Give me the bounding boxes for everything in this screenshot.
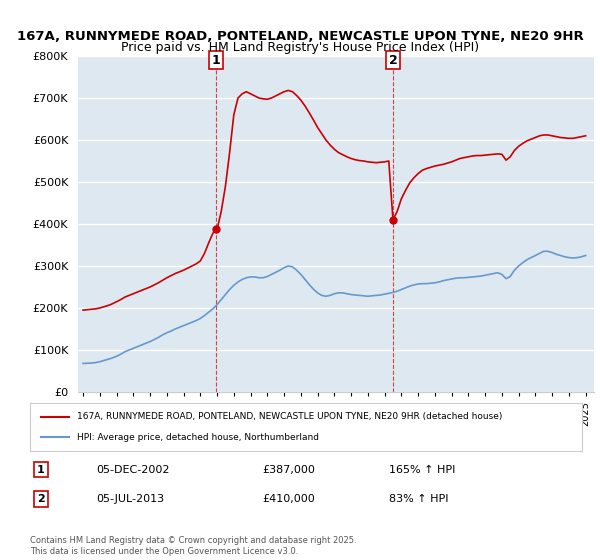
Text: 05-JUL-2013: 05-JUL-2013 <box>96 494 164 504</box>
Text: 1: 1 <box>211 54 220 67</box>
Text: £387,000: £387,000 <box>262 465 315 475</box>
Text: 1: 1 <box>37 465 45 475</box>
Text: HPI: Average price, detached house, Northumberland: HPI: Average price, detached house, Nort… <box>77 433 319 442</box>
Text: Price paid vs. HM Land Registry's House Price Index (HPI): Price paid vs. HM Land Registry's House … <box>121 41 479 54</box>
Text: Contains HM Land Registry data © Crown copyright and database right 2025.
This d: Contains HM Land Registry data © Crown c… <box>30 536 356 556</box>
Text: 2: 2 <box>389 54 397 67</box>
Text: 167A, RUNNYMEDE ROAD, PONTELAND, NEWCASTLE UPON TYNE, NE20 9HR: 167A, RUNNYMEDE ROAD, PONTELAND, NEWCAST… <box>17 30 583 43</box>
Text: 05-DEC-2002: 05-DEC-2002 <box>96 465 170 475</box>
Text: 165% ↑ HPI: 165% ↑ HPI <box>389 465 455 475</box>
Text: 83% ↑ HPI: 83% ↑ HPI <box>389 494 448 504</box>
Text: £410,000: £410,000 <box>262 494 314 504</box>
Text: 167A, RUNNYMEDE ROAD, PONTELAND, NEWCASTLE UPON TYNE, NE20 9HR (detached house): 167A, RUNNYMEDE ROAD, PONTELAND, NEWCAST… <box>77 412 502 421</box>
Text: 2: 2 <box>37 494 45 504</box>
